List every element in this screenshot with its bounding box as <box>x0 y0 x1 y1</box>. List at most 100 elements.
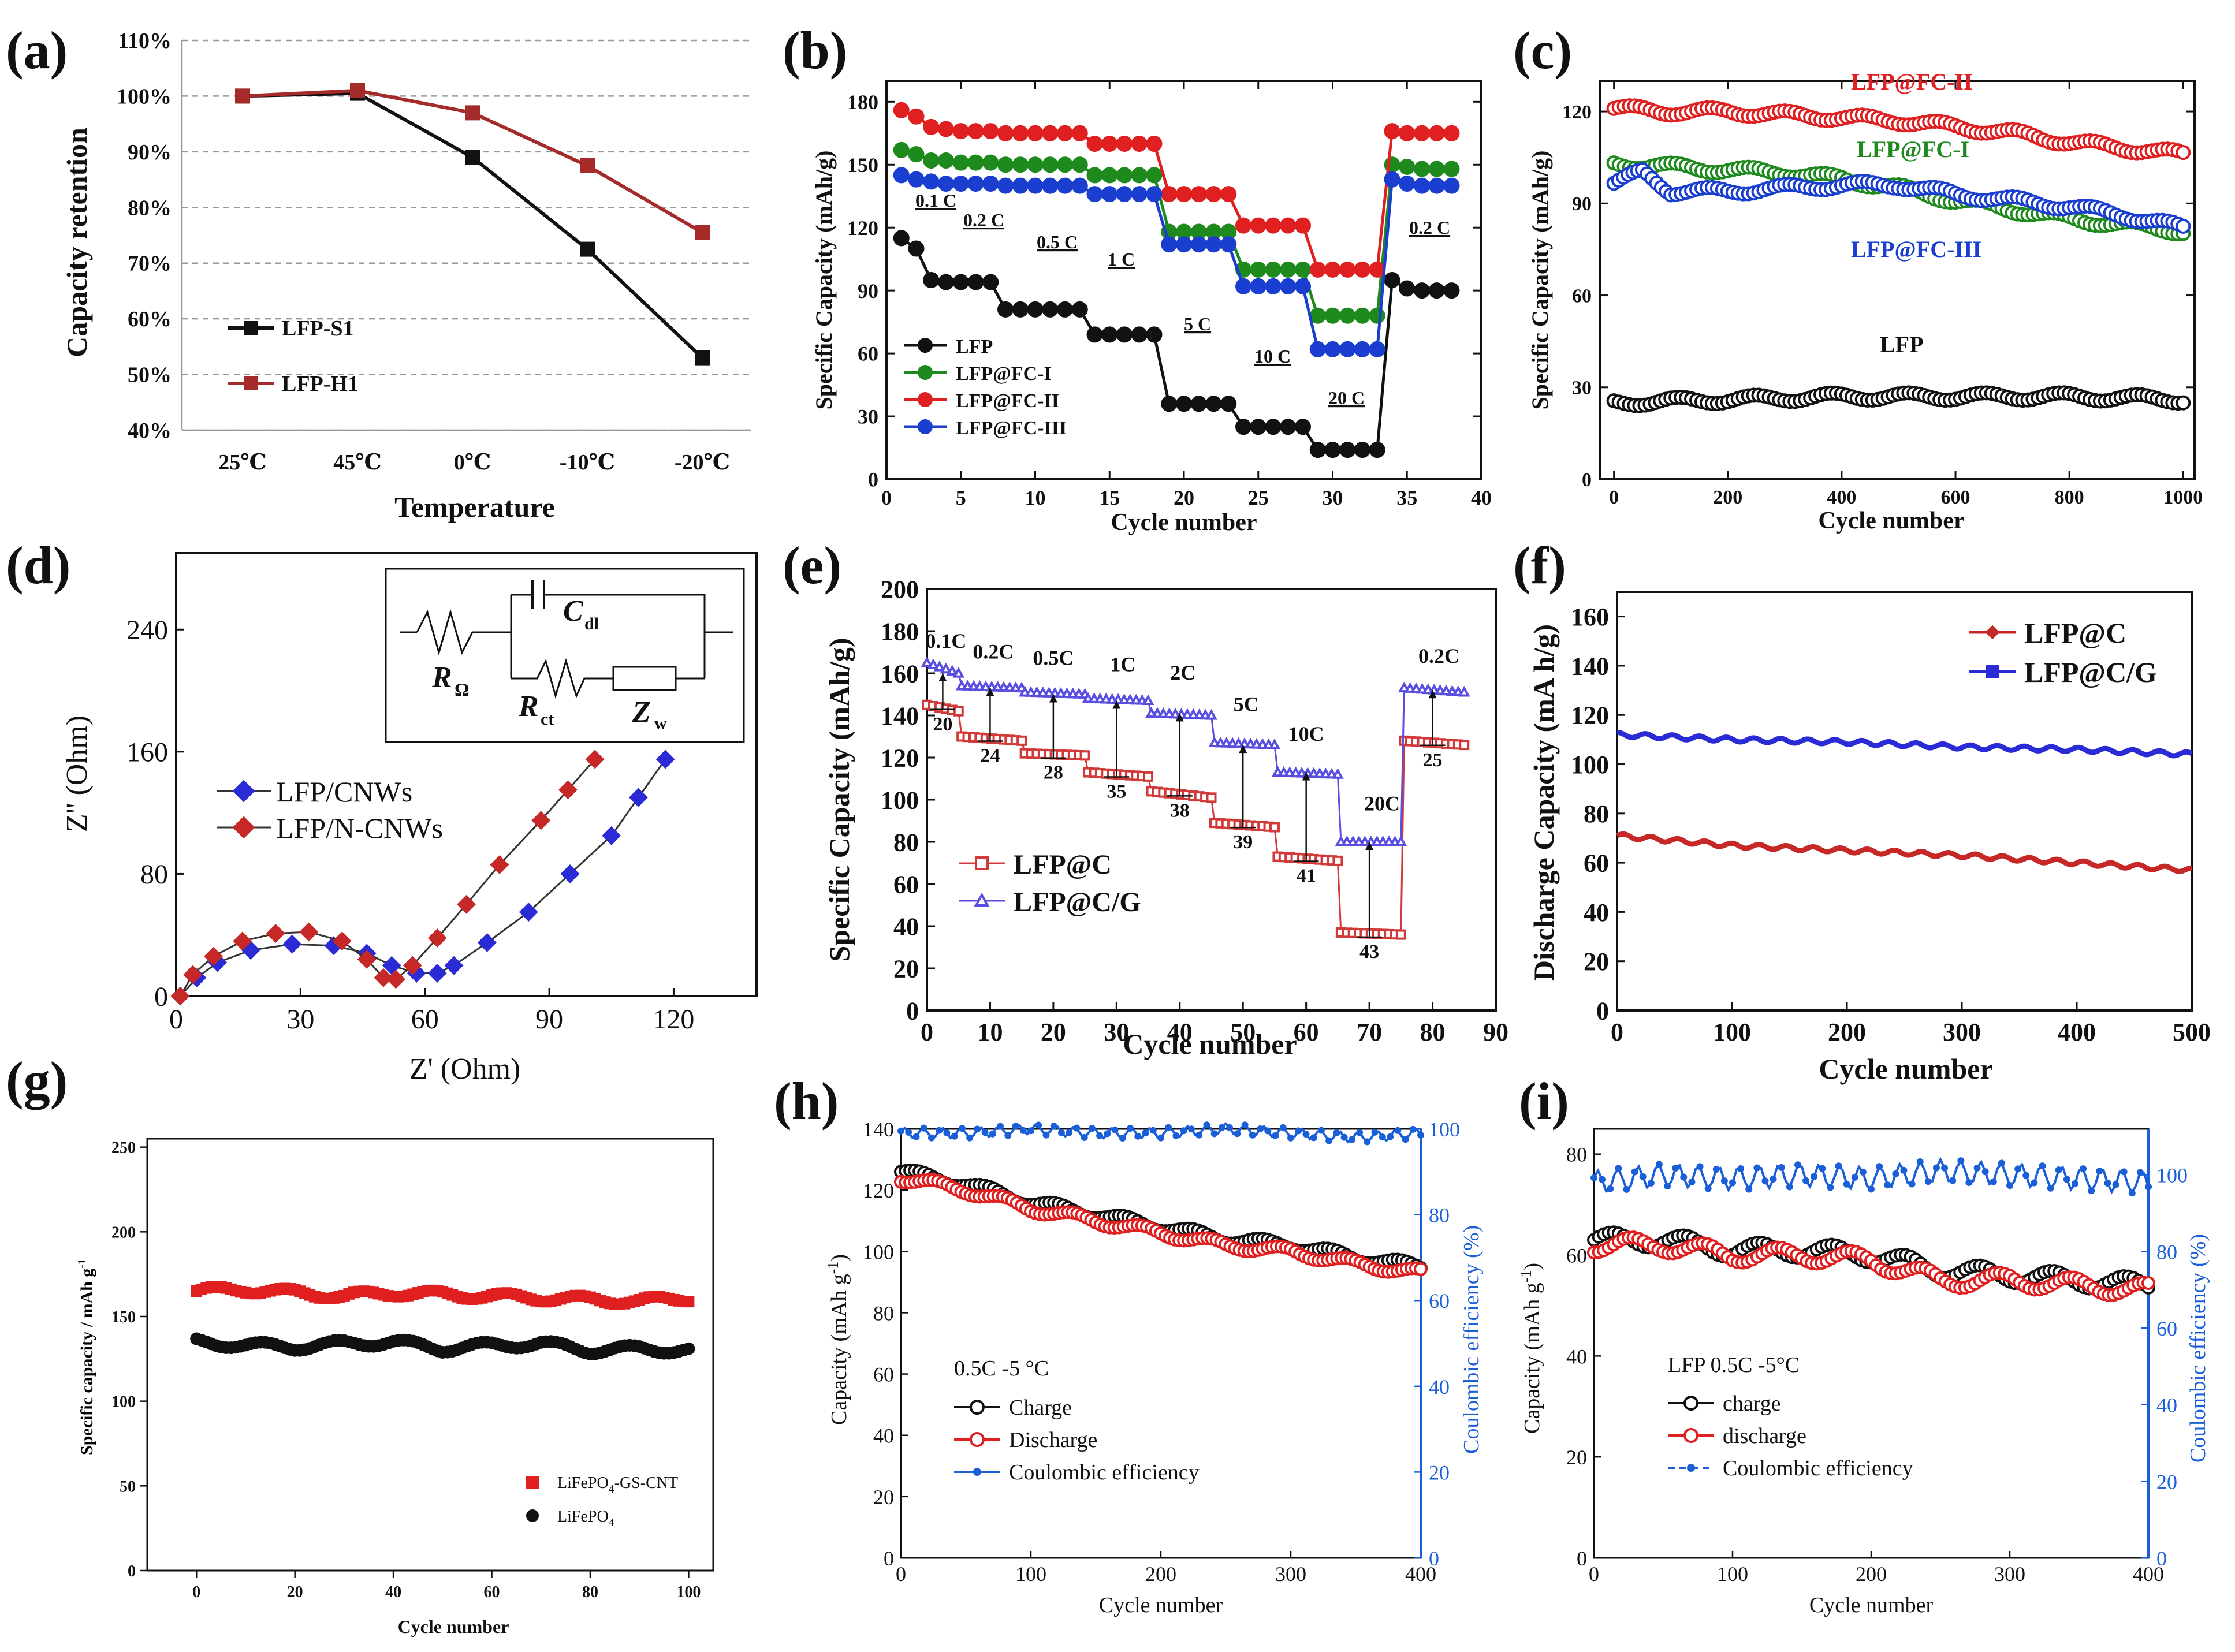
data-point <box>1280 419 1297 435</box>
x-axis-title: Temperature <box>394 491 555 523</box>
inset-frame <box>385 568 745 743</box>
data-point <box>490 855 509 874</box>
data-point <box>1280 278 1297 294</box>
y-axis-title-close: ) <box>1520 1263 1544 1270</box>
circuit-label-sub: w <box>654 714 667 733</box>
data-point <box>1280 261 1297 278</box>
data-point <box>1965 1179 1973 1186</box>
legend-label-name: LiFePO <box>557 1508 609 1526</box>
data-point <box>893 230 910 247</box>
data-point <box>1339 442 1356 458</box>
data-point <box>982 123 999 140</box>
data-point <box>1459 740 1470 751</box>
data-point <box>444 956 464 975</box>
data-point <box>1647 1179 1655 1187</box>
data-point <box>1057 177 1073 194</box>
y-tick-label: 50 <box>120 1478 136 1496</box>
data-point <box>952 175 969 192</box>
y-axis-title-sup: -1 <box>76 1259 88 1269</box>
y-tick-label: 120 <box>847 217 878 240</box>
data-point <box>927 658 940 669</box>
data-point <box>1079 750 1090 761</box>
data-point <box>1712 1165 1720 1173</box>
circuit-label-sub: Ω <box>455 679 470 700</box>
x-tick-label: 100 <box>1713 1018 1751 1046</box>
x-tick-label: 500 <box>2173 1018 2211 1046</box>
y-tick-label: 0 <box>1582 469 1592 491</box>
x-tick-label: 100 <box>1015 1562 1046 1586</box>
plot-frame <box>1593 1128 2150 1559</box>
data-point <box>1127 1124 1134 1132</box>
x-tick-label: 20 <box>1174 486 1194 509</box>
legend-label: Discharge <box>1009 1428 1097 1452</box>
data-point <box>893 167 910 184</box>
data-point <box>2063 1176 2070 1183</box>
x-tick-label: 30 <box>286 1004 314 1035</box>
data-point <box>923 173 940 190</box>
data-point <box>1250 217 1266 234</box>
data-point <box>1096 1132 1104 1139</box>
legend-label: LFP-S1 <box>282 316 354 341</box>
data-point <box>952 666 965 678</box>
data-point <box>1295 419 1311 435</box>
x-tick-label: 400 <box>2133 1562 2164 1586</box>
annotation-label: 38 <box>1170 800 1190 821</box>
y-tick-label: 100 <box>863 1240 894 1263</box>
data-point <box>1802 1177 1810 1184</box>
data-point <box>1205 708 1217 720</box>
annotation-label: 43 <box>1359 941 1379 963</box>
data-point <box>1443 282 1460 299</box>
legend-label: LiFePO4-GS-CNT <box>557 1474 678 1496</box>
circuit-label: R <box>431 661 452 694</box>
plot-frame <box>1616 591 2193 1012</box>
data-point <box>1172 1132 1180 1139</box>
data-point <box>1696 1163 1704 1170</box>
x-tick-label: 1000 <box>2163 487 2203 508</box>
panel-label: (c) <box>1513 21 1572 80</box>
data-point <box>1957 1157 1965 1165</box>
data-point <box>938 152 954 169</box>
legend-marker <box>1683 1396 1698 1411</box>
data-point <box>1218 1124 1225 1131</box>
data-point <box>350 83 365 98</box>
data-point <box>1226 1124 1234 1131</box>
legend-marker <box>1683 1428 1698 1443</box>
x-tick-label: 10 <box>1025 486 1046 509</box>
plot-frame <box>1599 80 2196 480</box>
data-point <box>1339 261 1356 278</box>
data-point <box>1607 1185 1614 1192</box>
data-point <box>1086 135 1103 152</box>
data-point <box>1981 1168 1989 1176</box>
data-point <box>1116 326 1133 343</box>
data-point <box>1295 1127 1302 1135</box>
data-point <box>560 864 580 883</box>
data-point <box>427 928 447 948</box>
data-point <box>908 240 925 257</box>
data-point <box>2022 1172 2030 1179</box>
data-point <box>1057 125 1073 141</box>
y-tick-label: 40 <box>873 1424 894 1448</box>
data-point <box>2176 395 2191 411</box>
data-point <box>1203 1121 1210 1129</box>
circuit-label: Z <box>632 696 651 729</box>
data-point <box>1012 177 1029 194</box>
legend-label: Charge <box>1009 1396 1072 1420</box>
data-point <box>1176 396 1192 412</box>
data-point <box>695 225 710 240</box>
data-point <box>1892 1170 1899 1178</box>
data-point <box>1309 261 1326 278</box>
annotation-label: 28 <box>1044 762 1063 784</box>
data-point <box>938 274 954 290</box>
data-point <box>897 1127 904 1135</box>
data-point <box>2055 1166 2062 1174</box>
y-tick-label: 120 <box>881 744 919 772</box>
data-point <box>952 123 969 140</box>
x-tick-label: 20 <box>287 1583 303 1601</box>
x-tick-label: 800 <box>2055 487 2084 508</box>
annotation-label: 24 <box>980 745 1000 767</box>
data-point <box>912 1133 920 1140</box>
x-tick-label: 0 <box>1611 1018 1623 1046</box>
data-point <box>1268 738 1281 749</box>
data-point <box>997 125 1014 141</box>
y-tick-label: 80 <box>140 859 168 890</box>
